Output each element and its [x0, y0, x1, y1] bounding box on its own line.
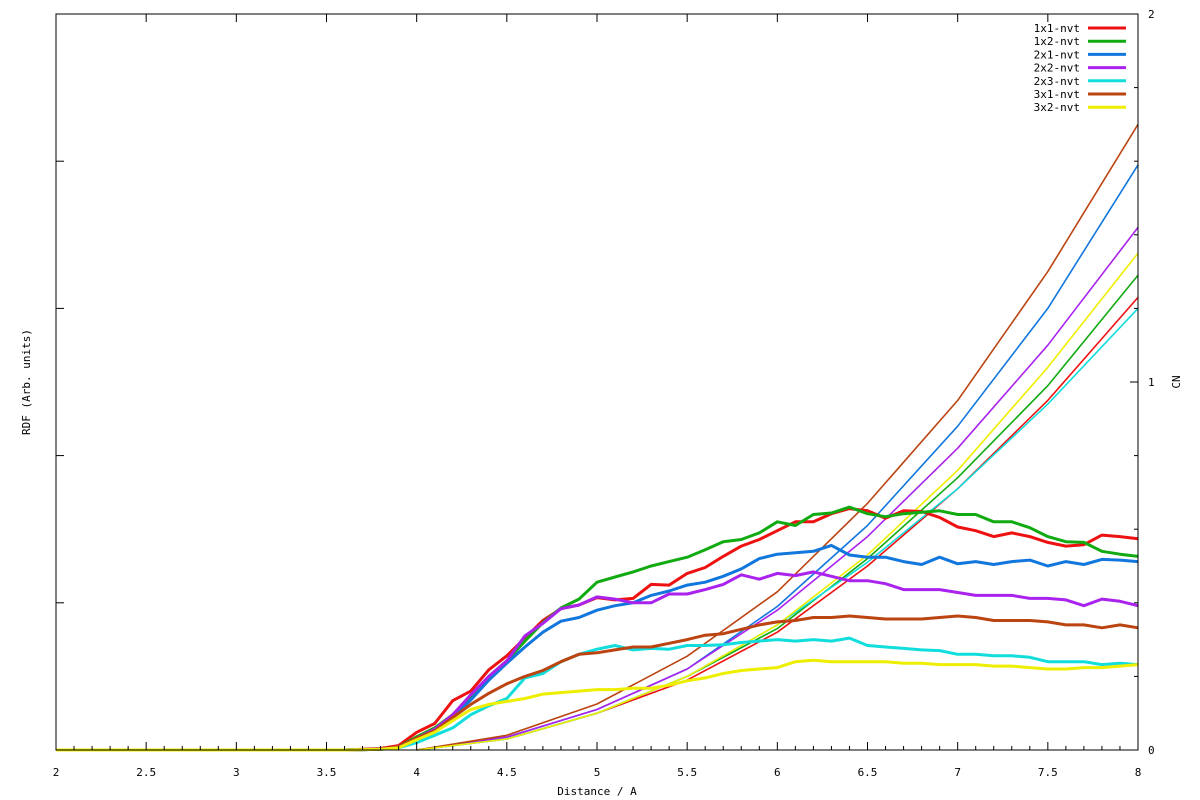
x-tick-label: 7 [954, 766, 961, 779]
cn-line-3x2-nvt [416, 252, 1139, 751]
x-tick-label: 7.5 [1038, 766, 1058, 779]
cn-line-3x1-nvt [416, 123, 1139, 751]
legend-label: 1x2-nvt [1034, 35, 1080, 48]
rdf-line-3x2-nvt [56, 658, 1139, 752]
legend-label: 3x2-nvt [1034, 101, 1080, 114]
rdf-line-2x3-nvt [56, 636, 1139, 752]
legend-label: 2x1-nvt [1034, 48, 1080, 61]
x-tick-label: 2 [53, 766, 60, 779]
series-layer [56, 123, 1139, 752]
x-tick-label: 5.5 [677, 766, 697, 779]
x-tick-label: 8 [1135, 766, 1142, 779]
y2-tick-label: 2 [1148, 8, 1155, 21]
x-tick-label: 4 [413, 766, 420, 779]
legend-label: 3x1-nvt [1034, 88, 1080, 101]
x-tick-label: 3 [233, 766, 240, 779]
x-axis-label: Distance / A [557, 785, 637, 798]
x-tick-label: 6 [774, 766, 781, 779]
rdf-line-2x1-nvt [56, 543, 1139, 752]
legend-label: 2x3-nvt [1034, 75, 1080, 88]
legend-label: 1x1-nvt [1034, 22, 1080, 35]
rdf-line-2x2-nvt [56, 570, 1139, 752]
x-tick-label: 4.5 [497, 766, 517, 779]
rdf-line-1x1-nvt [56, 507, 1139, 752]
y2-axis-label: CN [1170, 375, 1183, 388]
legend-label: 2x2-nvt [1034, 62, 1080, 75]
y2-tick-label: 1 [1148, 376, 1155, 389]
x-tick-label: 5 [594, 766, 601, 779]
rdf-line-3x1-nvt [56, 614, 1139, 752]
cn-line-2x2-nvt [416, 226, 1139, 751]
y-axis-label: RDF (Arb. units) [20, 329, 33, 435]
y2-tick-label: 0 [1148, 744, 1155, 757]
x-tick-label: 6.5 [858, 766, 878, 779]
legend: 1x1-nvt1x2-nvt2x1-nvt2x2-nvt2x3-nvt3x1-n… [1034, 22, 1126, 114]
x-tick-label: 3.5 [317, 766, 337, 779]
ticks-layer: 2 2.5 3 3.5 4 4.5 5 5.5 6 6.5 7 7.5 80 1 2 [53, 8, 1155, 779]
x-tick-label: 2.5 [136, 766, 156, 779]
